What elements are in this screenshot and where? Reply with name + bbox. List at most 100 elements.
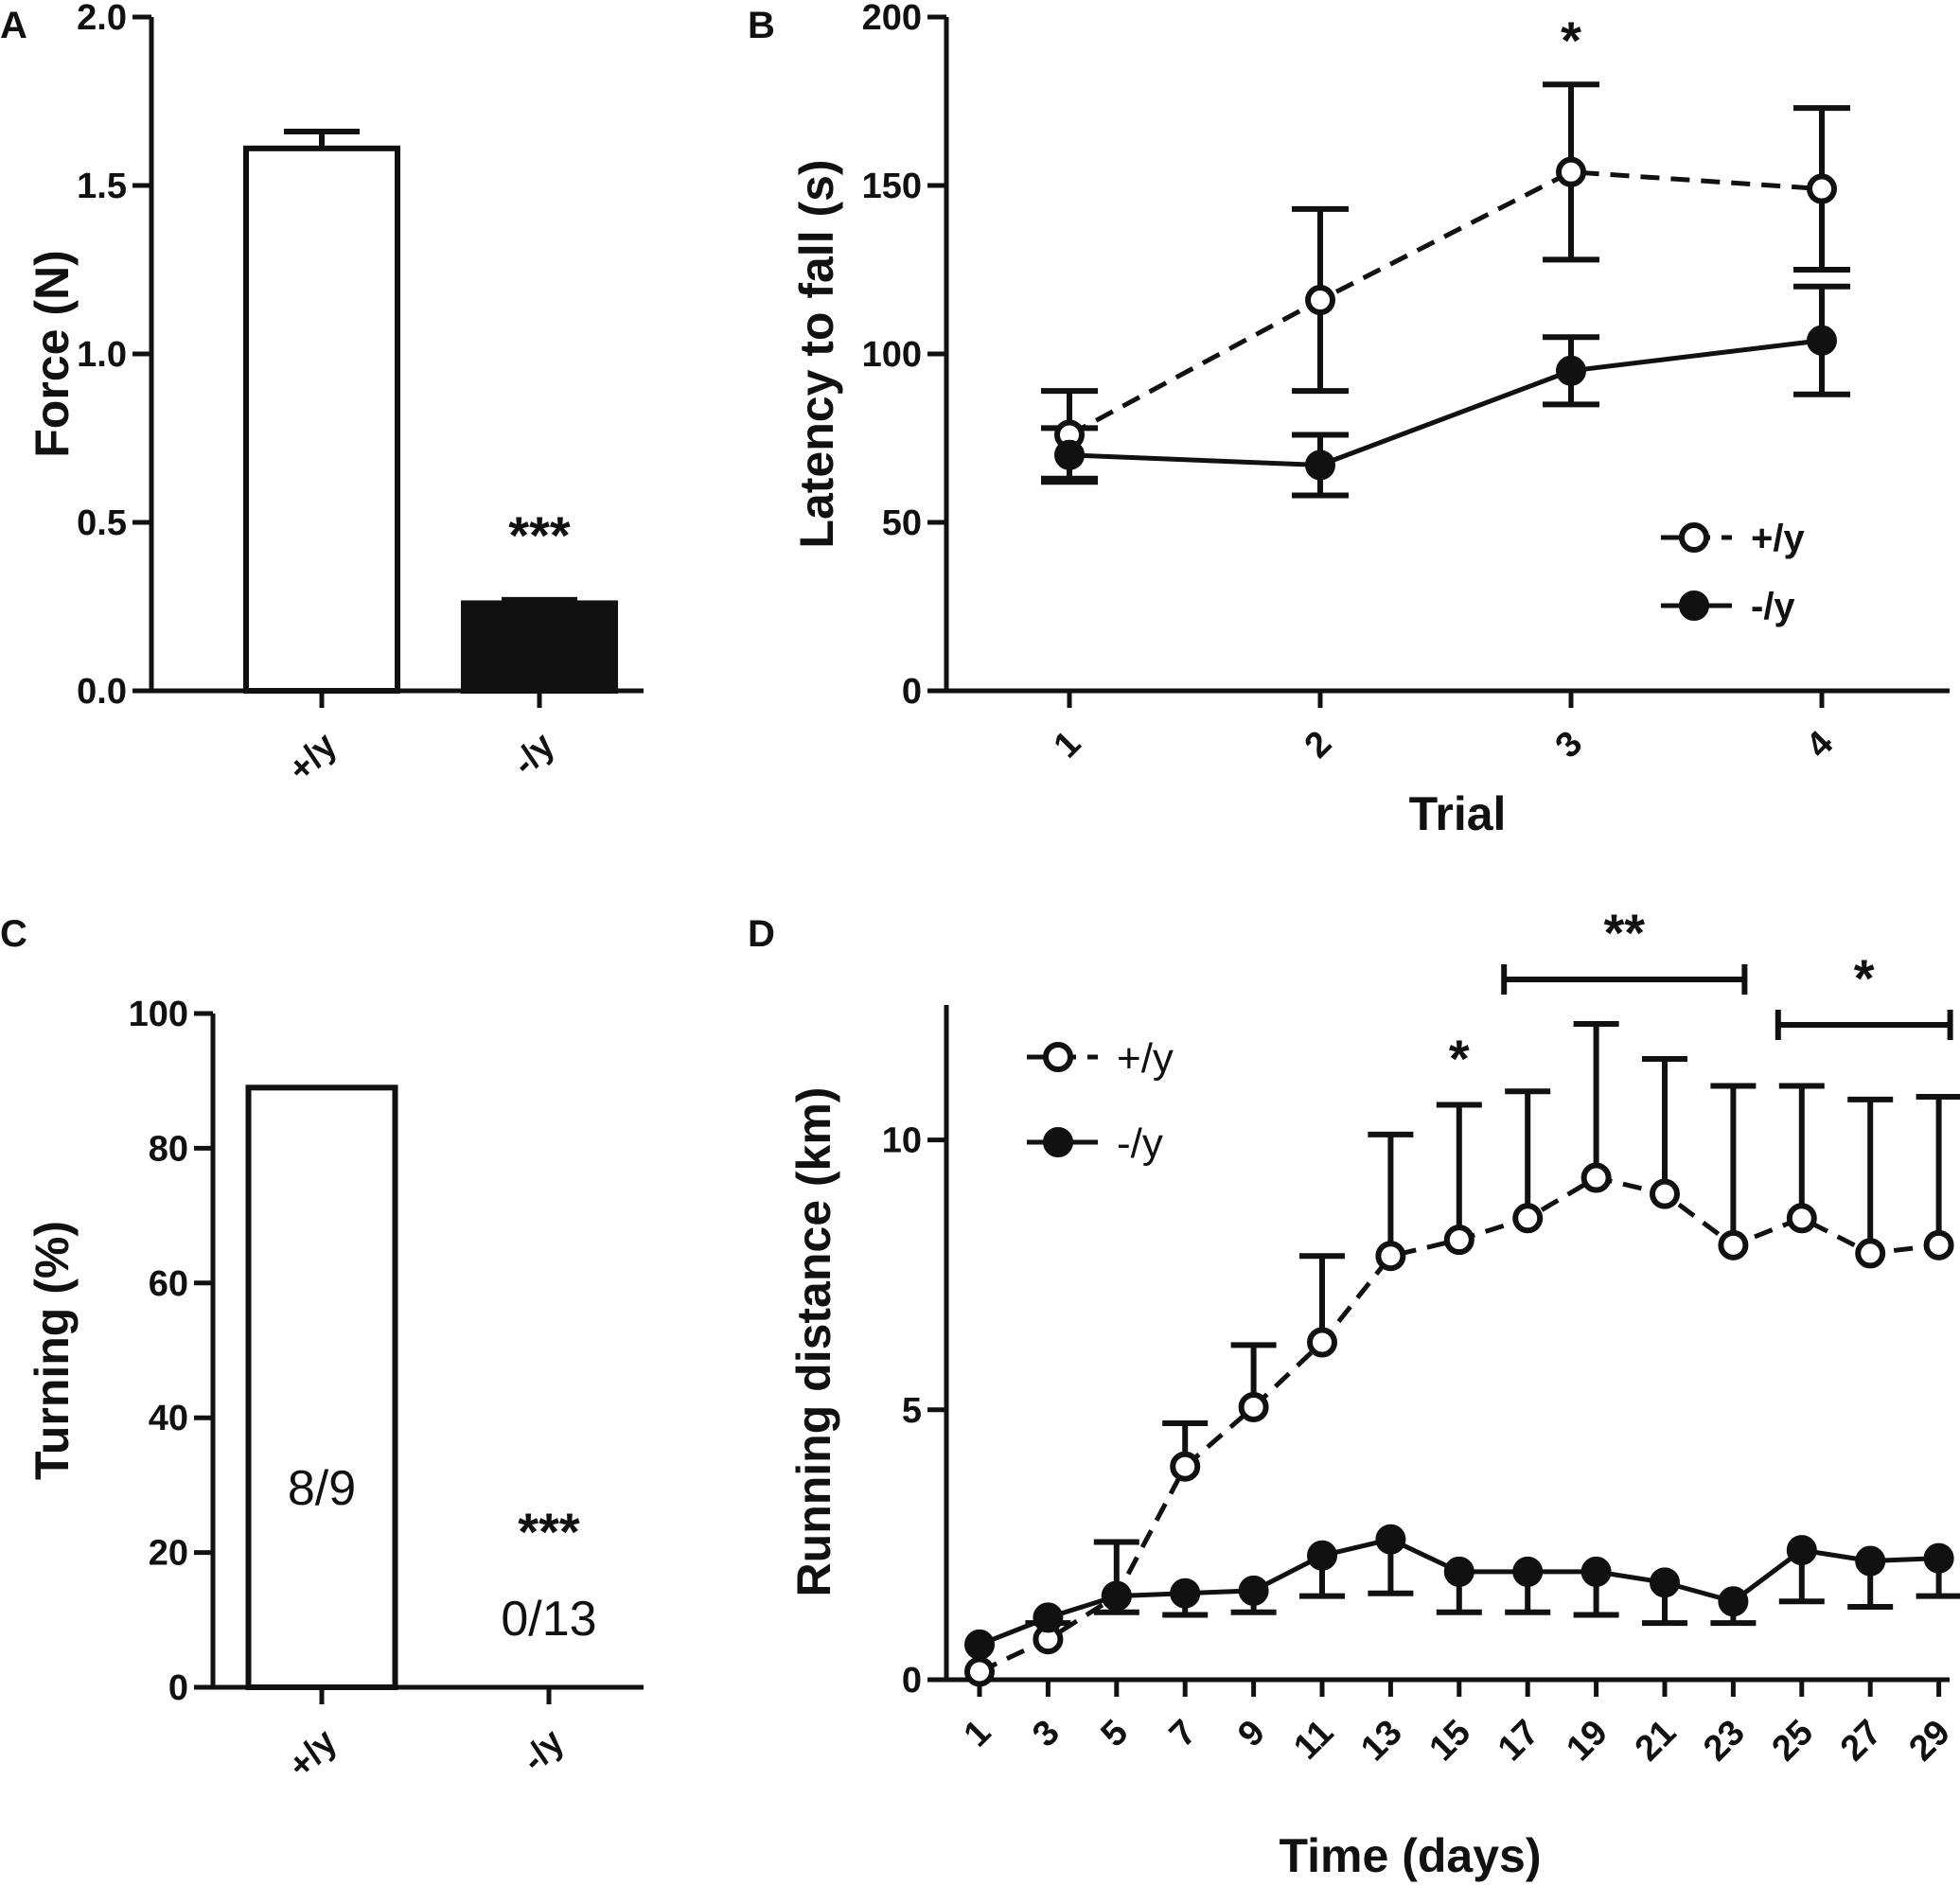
panel-c-y-tick-label: 100	[129, 995, 188, 1034]
panel-d-y-tick-label: 5	[902, 1391, 922, 1431]
panel-d-point-minus-y	[1650, 1567, 1680, 1598]
panel-a: A 0.0 0.5 1.0 1.5 2.0 +/y -/y *** Force (N)	[0, 0, 644, 789]
panel-b-series-line-plus-y	[1068, 169, 1823, 437]
panel-a-x-tick-label: +/y	[281, 726, 345, 790]
panel-d-legend-label-minus-y: -/y	[1117, 1120, 1163, 1167]
panel-d-legend-marker	[1043, 1042, 1073, 1072]
panel-d-x-tick-label: 7	[1162, 1713, 1205, 1755]
panel-b-point-minus-y	[1556, 355, 1586, 386]
panel-d-point-minus-y	[1923, 1542, 1954, 1574]
panel-d-x-tick-label: 29	[1901, 1713, 1958, 1770]
panel-c-x-tick-label: +/y	[281, 1722, 345, 1787]
panel-d-point-plus-y	[1718, 1229, 1749, 1260]
panel-c-y-tick-label: 0	[168, 1668, 188, 1708]
panel-a-x-tick-label: -/y	[504, 726, 562, 784]
panel-b-legend-label-minus-y: -/y	[1751, 586, 1795, 627]
panel-d-point-plus-y	[1238, 1391, 1269, 1422]
panel-d-point-minus-y	[1238, 1575, 1269, 1606]
panel-d-point-minus-y	[1786, 1535, 1817, 1566]
panel-b-y-tick-label: 100	[862, 335, 922, 375]
panel-b-point-plus-y	[1556, 156, 1586, 187]
panel-d-y-title: Running distance (km)	[787, 1087, 840, 1597]
panel-b-x-tick-label: 4	[1799, 724, 1842, 767]
panel-d-point-minus-y	[1033, 1602, 1064, 1633]
panel-a-bar-plus-y	[243, 145, 400, 694]
panel-b-legend-marker	[1679, 522, 1709, 553]
panel-d-point-minus-y	[1443, 1556, 1474, 1587]
panel-b-x-title: Trial	[1409, 787, 1507, 840]
panel-c-letter: C	[0, 913, 27, 955]
panel-d-point-minus-y	[1170, 1578, 1201, 1609]
panel-b-y-title: Latency to fall (s)	[790, 159, 843, 548]
panel-d-x-tick-label: 11	[1286, 1713, 1341, 1768]
panel-b: B 0 50 100 150 200 1 2 3 4 * +/y -/y Trial Latency to…	[748, 0, 1950, 840]
panel-d-letter: D	[748, 913, 775, 955]
panel-c-y-tick-label: 60	[149, 1264, 188, 1304]
panel-b-y-tick-label: 200	[862, 0, 922, 38]
panel-c-bar-label-minus-y: 0/13	[501, 1592, 596, 1647]
panel-d-x-tick-label: 5	[1094, 1713, 1137, 1755]
panel-b-point-minus-y	[1054, 439, 1085, 470]
panel-a-y-tick-label: 0.5	[77, 503, 127, 543]
panel-c-y-title: Turning (%)	[26, 1221, 79, 1480]
panel-d-x-tick-label: 1	[957, 1713, 999, 1755]
panel-d-x-tick-label: 19	[1559, 1713, 1616, 1770]
panel-c-y-tick-label: 40	[149, 1399, 188, 1438]
panel-b-x-tick-label: 3	[1548, 724, 1591, 767]
panel-d-y-tick-label: 0	[902, 1661, 922, 1701]
panel-b-y-tick-label: 0	[902, 672, 922, 712]
panel-a-y-tick-label: 1.5	[77, 167, 127, 206]
panel-c-y-tick-label: 20	[149, 1534, 188, 1574]
panel-c-bar-plus-y	[245, 1084, 398, 1690]
panel-d-point-minus-y	[1855, 1545, 1886, 1577]
panel-c-significance: ***	[518, 1502, 580, 1561]
panel-a-y-tick-label: 0.0	[77, 672, 127, 712]
panel-b-point-minus-y	[1807, 325, 1837, 356]
panel-d-point-minus-y	[1307, 1540, 1337, 1571]
panel-d-point-plus-y	[1923, 1229, 1954, 1260]
panel-d-point-minus-y	[1512, 1556, 1544, 1587]
panel-b-legend-label-plus-y: +/y	[1751, 518, 1805, 559]
panel-b-point-minus-y	[1305, 449, 1335, 481]
panel-d-legend-marker	[1043, 1127, 1073, 1157]
panel-d-significance-single: *	[1449, 1029, 1470, 1088]
panel-b-y-tick-label: 50	[882, 503, 922, 543]
panel-d-x-tick-label: 21	[1628, 1713, 1685, 1770]
panel-a-y-tick-label: 2.0	[77, 0, 127, 38]
panel-d-x-tick-label: 3	[1025, 1713, 1068, 1755]
panel-d-x-tick-label: 9	[1230, 1713, 1273, 1755]
panel-d-point-plus-y	[1512, 1203, 1544, 1234]
panel-d-point-plus-y	[1650, 1178, 1680, 1209]
panel-d-x-tick-label: 13	[1353, 1713, 1410, 1770]
panel-d-significance-bracket: *	[1854, 948, 1875, 1008]
panel-c: C 0 20 40 60 80 100 +/y -/y 8/9 0/13 *** Turning (%…	[0, 913, 644, 1786]
panel-b-point-plus-y	[1807, 173, 1837, 204]
panel-d-point-minus-y	[1101, 1580, 1132, 1612]
panel-b-series-line-minus-y	[1068, 338, 1823, 467]
panel-a-significance: ***	[508, 505, 571, 565]
panel-d-x-tick-label: 25	[1765, 1713, 1822, 1770]
panel-b-x-tick-label: 2	[1298, 724, 1340, 767]
panel-b-y-tick-label: 150	[862, 167, 922, 206]
panel-b-point-plus-y	[1305, 285, 1335, 316]
panel-d-point-plus-y	[1855, 1238, 1886, 1269]
panel-a-letter: A	[0, 5, 27, 46]
panel-d-point-plus-y	[1375, 1241, 1406, 1272]
panel-d-point-plus-y	[1580, 1162, 1612, 1193]
panel-d-x-tick-label: 23	[1696, 1713, 1753, 1770]
panel-d-y-tick-label: 10	[882, 1121, 922, 1161]
panel-b-x-tick-label: 1	[1047, 724, 1089, 767]
panel-d-x-title: Time (days)	[1280, 1829, 1542, 1882]
panel-d-point-minus-y	[1375, 1524, 1406, 1555]
panel-d-x-tick-label: 17	[1491, 1713, 1547, 1770]
panel-a-bar-minus-y	[461, 600, 618, 694]
panel-d-point-plus-y	[964, 1656, 995, 1687]
panel-a-y-tick-label: 1.0	[77, 335, 127, 375]
panel-c-x-tick-label: -/y	[514, 1722, 572, 1780]
panel-a-y-title: Force (N)	[26, 250, 79, 457]
panel-d-significance-bracket: **	[1604, 903, 1646, 962]
panel-d-point-plus-y	[1307, 1327, 1337, 1358]
panel-d-legend-label-plus-y: +/y	[1117, 1035, 1174, 1082]
